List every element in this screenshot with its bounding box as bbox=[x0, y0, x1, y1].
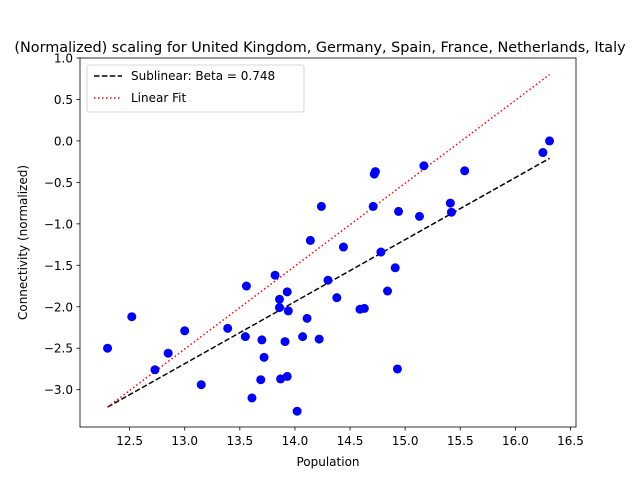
data-point bbox=[314, 334, 324, 344]
x-tick-label: 12.5 bbox=[116, 434, 143, 448]
data-point bbox=[392, 364, 402, 374]
data-point bbox=[223, 323, 233, 333]
data-point bbox=[376, 247, 386, 257]
x-tick-label: 13.0 bbox=[171, 434, 198, 448]
legend-box bbox=[86, 64, 305, 113]
y-tick-label: −2.5 bbox=[44, 342, 73, 356]
y-tick-label: −2.0 bbox=[44, 300, 73, 314]
data-point bbox=[270, 270, 280, 280]
data-point bbox=[127, 312, 137, 322]
legend: Sublinear: Beta = 0.748 Linear Fit bbox=[86, 64, 305, 113]
series-line-1 bbox=[107, 73, 551, 408]
y-tick-label: −1.5 bbox=[44, 259, 73, 273]
x-tick-label: 16.5 bbox=[557, 434, 584, 448]
data-point bbox=[302, 313, 312, 323]
x-tick-label: 16.0 bbox=[502, 434, 529, 448]
data-point bbox=[445, 198, 455, 208]
y-tick-label: 1.0 bbox=[54, 52, 73, 66]
x-tick-label: 15.5 bbox=[447, 434, 474, 448]
legend-label-sublinear: Sublinear: Beta = 0.748 bbox=[131, 69, 275, 83]
data-point bbox=[240, 332, 250, 342]
data-point bbox=[338, 242, 348, 252]
y-tick-label: −0.5 bbox=[44, 176, 73, 190]
data-point bbox=[282, 371, 292, 381]
data-point bbox=[305, 235, 315, 245]
x-tick-label: 14.0 bbox=[282, 434, 309, 448]
data-point bbox=[359, 303, 369, 313]
data-point bbox=[298, 332, 308, 342]
data-point bbox=[241, 281, 251, 291]
data-point bbox=[247, 393, 257, 403]
y-axis-title: Connectivity (normalized) bbox=[16, 165, 30, 320]
y-tick-label: −3.0 bbox=[44, 383, 73, 397]
data-point bbox=[103, 343, 113, 353]
data-point bbox=[282, 287, 292, 297]
data-point bbox=[368, 201, 378, 211]
legend-label-linear-fit: Linear Fit bbox=[131, 91, 186, 105]
data-point bbox=[446, 207, 456, 217]
data-point bbox=[538, 148, 548, 158]
data-point bbox=[370, 167, 380, 177]
data-point bbox=[332, 293, 342, 303]
data-points bbox=[103, 136, 555, 416]
data-point bbox=[196, 380, 206, 390]
data-point bbox=[275, 303, 284, 313]
x-tick-label: 14.5 bbox=[337, 434, 364, 448]
y-axis: 1.0 0.5 0.0 −0.5 −1.0 −1.5 −2.0 −2.5 −3.0 bbox=[44, 52, 80, 397]
data-point bbox=[280, 337, 290, 347]
chart-title: (Normalized) scaling for United Kingdom,… bbox=[14, 40, 626, 56]
data-point bbox=[259, 352, 269, 362]
data-point bbox=[545, 136, 555, 146]
y-tick-label: 0.0 bbox=[54, 134, 73, 148]
data-point bbox=[283, 306, 293, 316]
data-point bbox=[257, 335, 267, 345]
data-point bbox=[292, 406, 302, 416]
data-point bbox=[419, 161, 429, 171]
data-point bbox=[316, 201, 326, 211]
y-tick-label: 0.5 bbox=[54, 93, 73, 107]
x-axis: 12.5 13.0 13.5 14.0 14.5 15.0 15.5 16.0 16.5 bbox=[116, 427, 584, 448]
plot-frame bbox=[79, 57, 577, 428]
data-point bbox=[383, 286, 393, 296]
data-point bbox=[394, 206, 404, 216]
data-point bbox=[163, 348, 173, 358]
y-tick-label: −1.0 bbox=[44, 217, 73, 231]
x-axis-title: Population bbox=[296, 455, 359, 469]
x-tick-label: 13.5 bbox=[226, 434, 253, 448]
data-point bbox=[414, 211, 424, 221]
data-point bbox=[323, 275, 333, 285]
data-point bbox=[256, 375, 266, 385]
x-tick-label: 15.0 bbox=[392, 434, 419, 448]
data-point bbox=[180, 326, 190, 336]
data-point bbox=[460, 166, 470, 176]
data-point bbox=[150, 365, 160, 375]
data-point bbox=[390, 263, 400, 273]
data-point bbox=[275, 294, 284, 304]
